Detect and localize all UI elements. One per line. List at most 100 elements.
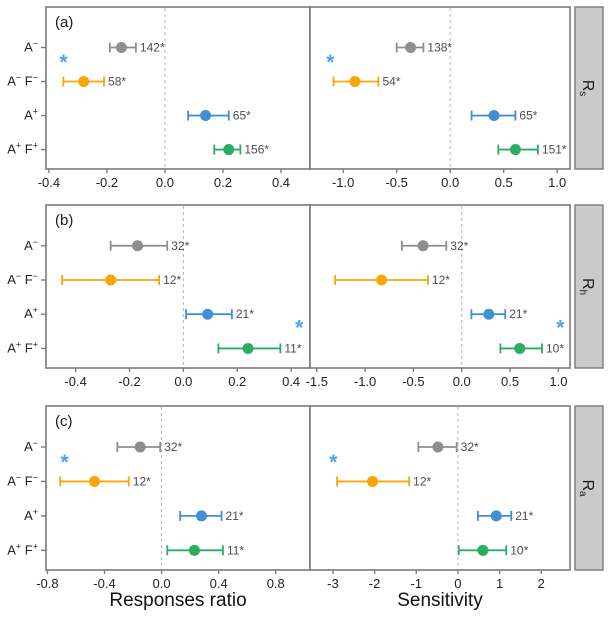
- x-tick-label: 0.2: [214, 175, 232, 190]
- x-tick-label: 0.4: [210, 576, 228, 591]
- x-tick-label: 0.0: [441, 175, 459, 190]
- sample-size-label: 32*: [171, 239, 189, 253]
- data-point: [514, 342, 526, 354]
- facet-strip-label: Ra: [577, 479, 596, 497]
- sample-size-label: 65*: [519, 109, 537, 123]
- category-label: A+: [24, 107, 38, 123]
- sample-size-label: 11*: [227, 543, 244, 557]
- category-label: A− F−: [7, 73, 38, 89]
- x-tick-label: 0.0: [156, 175, 174, 190]
- data-point: [488, 110, 500, 122]
- x-axis-title-sensitivity: Sensitivity: [397, 590, 483, 611]
- category-label: A−: [24, 438, 38, 454]
- significance-star: *: [295, 316, 304, 339]
- x-tick-label: -0.2: [96, 175, 118, 190]
- x-tick-label: -0.4: [64, 374, 86, 389]
- x-tick-label: 1.0: [549, 374, 567, 389]
- sample-size-label: 151*: [542, 143, 567, 157]
- sample-size-label: 65*: [233, 109, 251, 123]
- data-point: [202, 308, 214, 320]
- panel-a-right: [309, 6, 571, 170]
- sample-size-label: 32*: [450, 239, 468, 253]
- data-point: [349, 76, 361, 88]
- x-tick-label: 0.0: [453, 374, 471, 389]
- facet-strip: [574, 204, 604, 369]
- panel-tag: (b): [55, 212, 73, 229]
- x-tick-label: 0.0: [153, 576, 171, 591]
- sample-size-label: 21*: [509, 307, 527, 321]
- sample-size-label: 21*: [515, 509, 533, 523]
- sample-size-label: 12*: [432, 273, 450, 287]
- facet-strip-label: Rs: [577, 80, 596, 97]
- data-point: [432, 441, 444, 453]
- data-point: [134, 441, 146, 453]
- x-tick-label: 1: [496, 576, 503, 591]
- x-tick-label: 0.2: [228, 374, 246, 389]
- x-tick-label: 0.8: [267, 576, 285, 591]
- data-point: [490, 510, 502, 522]
- x-tick-label: -0.5: [402, 374, 424, 389]
- sample-size-label: 12*: [133, 474, 151, 488]
- data-point: [242, 342, 254, 354]
- category-label: A− F−: [7, 271, 38, 287]
- sample-size-label: 21*: [236, 307, 254, 321]
- data-point: [417, 240, 429, 252]
- sample-size-label: 138*: [427, 41, 452, 55]
- significance-star: *: [326, 51, 335, 74]
- panel-tag: (a): [55, 14, 73, 31]
- data-point: [200, 110, 212, 122]
- category-label: A+ F+: [7, 541, 38, 557]
- sample-size-label: 10*: [546, 341, 564, 355]
- x-axis-title-responses-ratio: Responses ratio: [109, 590, 247, 611]
- category-label: A− F−: [7, 472, 38, 488]
- data-point: [367, 475, 378, 487]
- x-tick-label: 0: [454, 576, 461, 591]
- sample-size-label: 142*: [140, 41, 165, 55]
- category-label: A−: [24, 39, 38, 55]
- x-tick-label: -3: [327, 576, 339, 591]
- sample-size-label: 156*: [244, 143, 269, 157]
- data-point: [132, 240, 144, 252]
- data-point: [196, 510, 208, 522]
- category-label: A+ F+: [7, 141, 38, 157]
- x-tick-label: -1.0: [354, 374, 376, 389]
- significance-star: *: [329, 451, 338, 474]
- x-tick-label: -1: [410, 576, 422, 591]
- x-tick-label: -0.2: [118, 374, 140, 389]
- data-point: [89, 475, 101, 487]
- x-tick-label: 2: [538, 576, 545, 591]
- sample-size-label: 12*: [413, 474, 431, 488]
- x-tick-label: -1.0: [332, 175, 354, 190]
- x-tick-label: -0.4: [38, 175, 60, 190]
- panel-c-right: [309, 405, 571, 571]
- data-point: [115, 42, 127, 53]
- data-point: [78, 76, 90, 88]
- sample-size-label: 58*: [108, 75, 126, 89]
- category-label: A−: [24, 237, 38, 253]
- x-tick-label: 0.4: [282, 374, 300, 389]
- x-tick-label: 0.5: [495, 175, 513, 190]
- panel-b-right: [309, 204, 571, 369]
- category-label: A+ F+: [7, 339, 38, 355]
- sample-size-label: 21*: [226, 509, 244, 523]
- facet-strip-label: Rh: [577, 278, 596, 295]
- x-tick-label: -0.8: [36, 576, 58, 591]
- x-tick-label: -0.5: [385, 175, 407, 190]
- category-label: A+: [24, 507, 38, 523]
- significance-star: *: [60, 451, 69, 474]
- category-label: A+: [24, 305, 38, 321]
- significance-star: *: [556, 316, 565, 339]
- x-tick-label: -2: [369, 576, 381, 591]
- data-point: [405, 42, 417, 53]
- x-tick-label: 1.0: [548, 175, 566, 190]
- panel-c-left: [45, 405, 311, 571]
- panel-b-left: [45, 204, 311, 369]
- significance-star: *: [59, 51, 68, 74]
- data-point: [376, 274, 388, 286]
- sample-size-label: 32*: [461, 440, 479, 454]
- data-point: [188, 544, 200, 556]
- x-tick-label: 0.5: [501, 374, 519, 389]
- sample-size-label: 12*: [163, 273, 181, 287]
